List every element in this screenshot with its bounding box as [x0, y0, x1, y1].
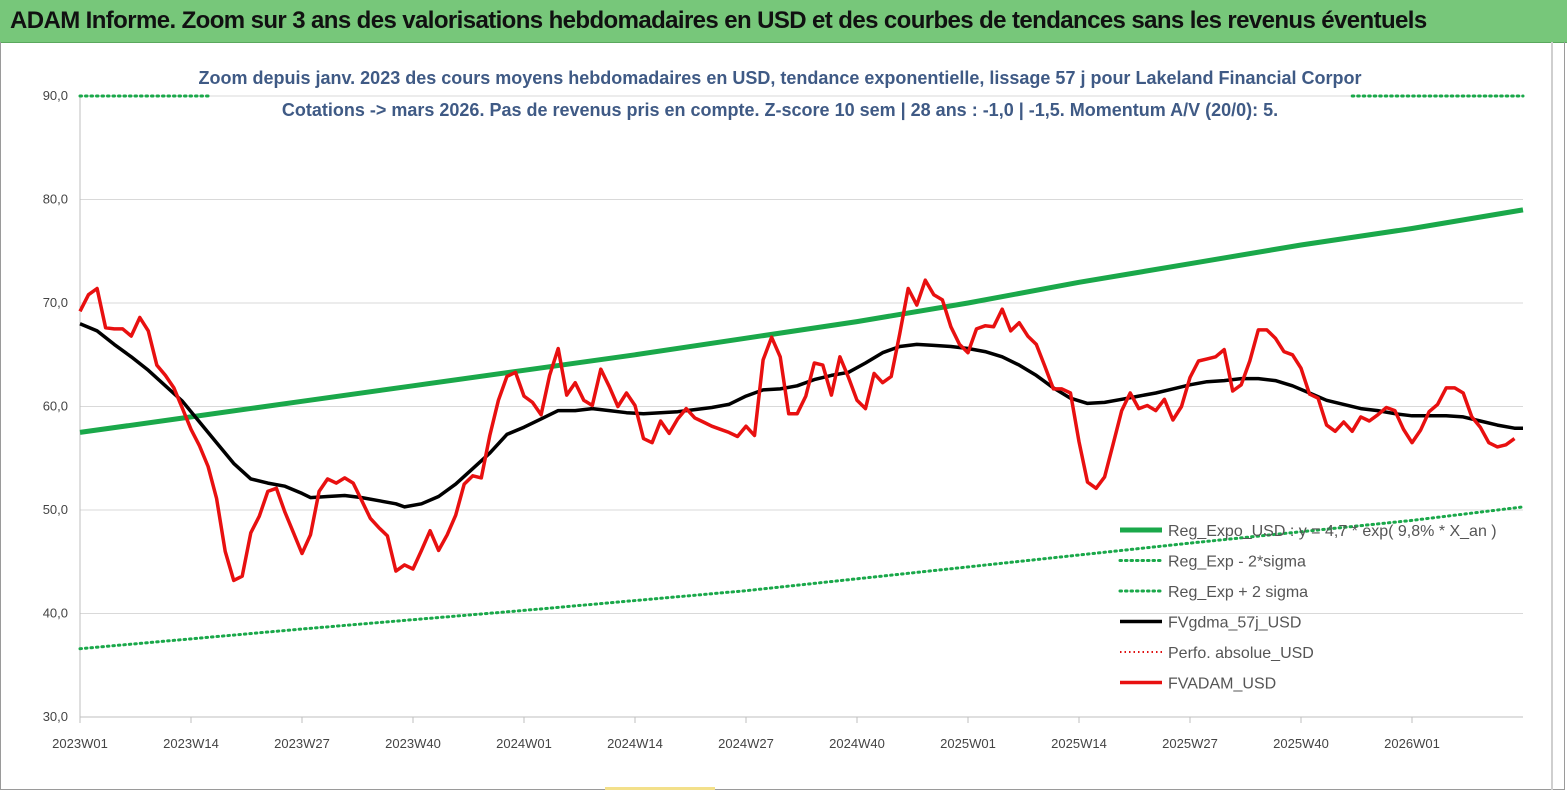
x-tick-label: 2025W40	[1273, 736, 1329, 751]
x-tick-label: 2025W14	[1051, 736, 1107, 751]
legend-label: Reg_Expo_USD : y = 4,7 * exp( 9,8% * X_a…	[1168, 523, 1497, 540]
series-line-1	[78, 505, 1525, 651]
axes: 30,0 40,0 50,0 60,0 70,0 80,0 90,0 2023W01 2023W…	[43, 88, 1523, 751]
chart-frame-edge	[1551, 42, 1553, 790]
x-tick-label: 2023W01	[52, 736, 108, 751]
series-layer	[78, 94, 1525, 651]
legend-label: Perfo. absolue_USD	[1168, 645, 1314, 662]
y-tick-label: 80,0	[43, 192, 68, 207]
series-line-5	[78, 278, 1516, 583]
x-tick-label: 2026W01	[1384, 736, 1440, 751]
y-tick-label: 70,0	[43, 295, 68, 310]
legend-label: Reg_Exp - 2*sigma	[1168, 554, 1306, 571]
report-title: ADAM Informe. Zoom sur 3 ans des valoris…	[10, 7, 1427, 34]
x-tick-label: 2024W27	[718, 736, 774, 751]
chart-subtitle: Cotations -> mars 2026. Pas de revenus p…	[282, 100, 1278, 120]
chart-title: Zoom depuis janv. 2023 des cours moyens …	[198, 68, 1361, 88]
x-tick-label: 2023W40	[385, 736, 441, 751]
x-tick-label: 2024W14	[607, 736, 663, 751]
y-tick-label: 90,0	[43, 88, 68, 103]
x-tick-label: 2025W27	[1162, 736, 1218, 751]
series-line-0	[79, 207, 1524, 435]
x-tick-label: 2023W14	[163, 736, 219, 751]
y-tick-label: 50,0	[43, 502, 68, 517]
series-line-3	[79, 322, 1523, 509]
y-tick-label: 60,0	[43, 399, 68, 414]
report-banner: ADAM Informe. Zoom sur 3 ans des valoris…	[0, 0, 1567, 43]
x-tick-label: 2025W01	[940, 736, 996, 751]
legend: Reg_Expo_USD : y = 4,7 * exp( 9,8% * X_a…	[1118, 523, 1497, 693]
x-tick-label: 2024W01	[496, 736, 552, 751]
x-tick-label: 2024W40	[829, 736, 885, 751]
y-tick-label: 30,0	[43, 709, 68, 724]
chart-frame	[0, 42, 1565, 790]
legend-label: Reg_Exp + 2 sigma	[1168, 584, 1308, 601]
y-tick-label: 40,0	[43, 606, 68, 621]
legend-label: FVADAM_USD	[1168, 676, 1276, 693]
x-tick-label: 2023W27	[274, 736, 330, 751]
bottom-scroll-mark	[605, 787, 715, 790]
legend-label: FVgdma_57j_USD	[1168, 615, 1301, 632]
